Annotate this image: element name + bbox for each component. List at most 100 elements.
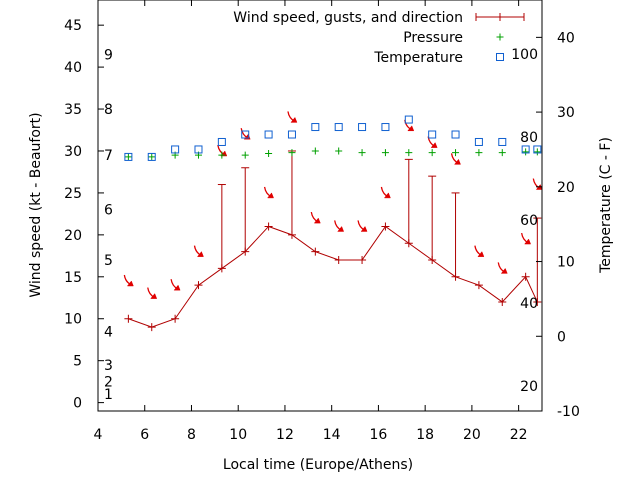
wind-speed-point (311, 247, 320, 256)
temperature-point (194, 145, 203, 154)
legend-marker (496, 33, 504, 41)
beaufort-label: 6 (104, 203, 113, 219)
wind-direction-arrowhead (407, 125, 415, 132)
legend-label: Temperature (373, 50, 463, 66)
beaufort-label: 1 (104, 387, 113, 403)
y-tick-label: 0 (73, 396, 82, 412)
y-tick-label: 40 (64, 60, 82, 76)
y2-tick-label: 30 (557, 105, 575, 121)
fahrenheit-label: 20 (520, 379, 538, 395)
legend: Wind speed, gusts, and direction Pressure… (233, 10, 525, 66)
wind-direction-arrowhead (150, 293, 158, 299)
pressure-point (358, 149, 366, 157)
temperature-point (217, 137, 226, 146)
fahrenheit-label: 60 (520, 213, 538, 229)
y2-tick-label: 40 (557, 30, 575, 46)
wind-direction-arrowhead (313, 217, 321, 224)
wind-speed-point (428, 256, 437, 265)
x-tick-label: 6 (140, 427, 149, 443)
x-tick-label: 20 (463, 427, 481, 443)
x-tick-label: 10 (229, 427, 247, 443)
pressure-point (218, 151, 226, 159)
wind-direction-arrowhead (360, 225, 368, 232)
fahrenheit-label: 80 (520, 130, 538, 146)
pressure-point (533, 148, 541, 156)
y2-axis-label: Temperature (C - F) (598, 137, 614, 274)
y-tick-label: 15 (64, 270, 82, 286)
wind-speed-line (128, 225, 538, 328)
x-tick-label: 14 (323, 427, 341, 443)
legend-label: Pressure (403, 30, 463, 46)
y2-tick-label: 20 (557, 180, 575, 196)
wind-speed-point (521, 272, 530, 281)
temperature-point (311, 123, 320, 132)
wind-speed-point (334, 256, 343, 265)
x-tick-label: 8 (187, 427, 196, 443)
pressure-point (124, 153, 132, 161)
beaufort-label: 7 (104, 148, 113, 164)
temperature-point (358, 123, 367, 132)
y2-tick-label: 0 (557, 329, 566, 345)
temperature-point (381, 123, 390, 132)
temperature-point (334, 123, 343, 132)
wind-direction-arrowhead (524, 238, 532, 245)
y-tick-label: 10 (64, 312, 82, 328)
pressure-point (148, 153, 156, 161)
wind-speed-point (358, 256, 367, 265)
y-tick-label: 45 (64, 18, 82, 34)
pressure-point (335, 147, 343, 155)
wind-speed-point (533, 297, 542, 306)
pressure-point (522, 148, 530, 156)
wind-direction-arrowhead (500, 267, 508, 274)
wind-speed-point (451, 272, 460, 281)
pressure-point (498, 149, 506, 157)
pressure-point (452, 149, 460, 157)
pressure-point (241, 151, 249, 159)
temperature-point (498, 137, 507, 146)
temperature-point (533, 145, 542, 154)
temperature-point (264, 130, 273, 139)
temperature-point (171, 145, 180, 154)
axis-layer: 4 6 8 10 12 14 16 18 20 22051015202530354045-1001… (64, 0, 580, 443)
x-tick-label: 16 (370, 427, 388, 443)
wind-direction-arrowhead (267, 192, 274, 199)
x-axis-label: Local time (Europe/Athens) (223, 457, 413, 473)
plot-layer (123, 111, 543, 332)
wind-speed-point (498, 297, 507, 306)
wind-direction-arrowhead (337, 225, 345, 232)
temperature-point (241, 130, 250, 139)
fahrenheit-label: 40 (520, 296, 538, 312)
y-tick-label: 35 (64, 102, 82, 118)
wind-speed-point (264, 222, 273, 231)
pressure-point (311, 147, 319, 155)
plot-frame (97, 0, 543, 412)
legend-label: Wind speed, gusts, and direction (233, 10, 463, 26)
temperature-point (404, 115, 413, 124)
temperature-point (521, 145, 530, 154)
x-tick-label: 18 (416, 427, 434, 443)
y2-tick-label: 10 (557, 255, 575, 271)
wind-speed-point (474, 281, 483, 290)
wind-speed-point (381, 222, 390, 231)
wind-direction-arrowhead (126, 280, 134, 287)
y-tick-label: 30 (64, 144, 82, 160)
temperature-point (474, 137, 483, 146)
beaufort-label: 5 (104, 253, 113, 269)
y-tick-label: 20 (64, 228, 82, 244)
wind-speed-point (217, 264, 226, 273)
pressure-point (288, 149, 296, 157)
wind-direction-arrowhead (430, 142, 438, 148)
temperature-point (124, 152, 133, 161)
temperature-point (147, 152, 156, 161)
x-tick-label: 4 (94, 427, 103, 443)
beaufort-label: 2 (104, 375, 113, 391)
pressure-point (428, 149, 436, 157)
x-tick-label: 12 (276, 427, 294, 443)
wind-direction-arrowhead (290, 116, 298, 123)
wind-speed-point (171, 314, 180, 323)
beaufort-label: 9 (104, 48, 113, 64)
wind-direction-arrowhead (477, 251, 485, 257)
beaufort-label: 3 (104, 358, 113, 374)
y-tick-label: 5 (73, 354, 82, 370)
